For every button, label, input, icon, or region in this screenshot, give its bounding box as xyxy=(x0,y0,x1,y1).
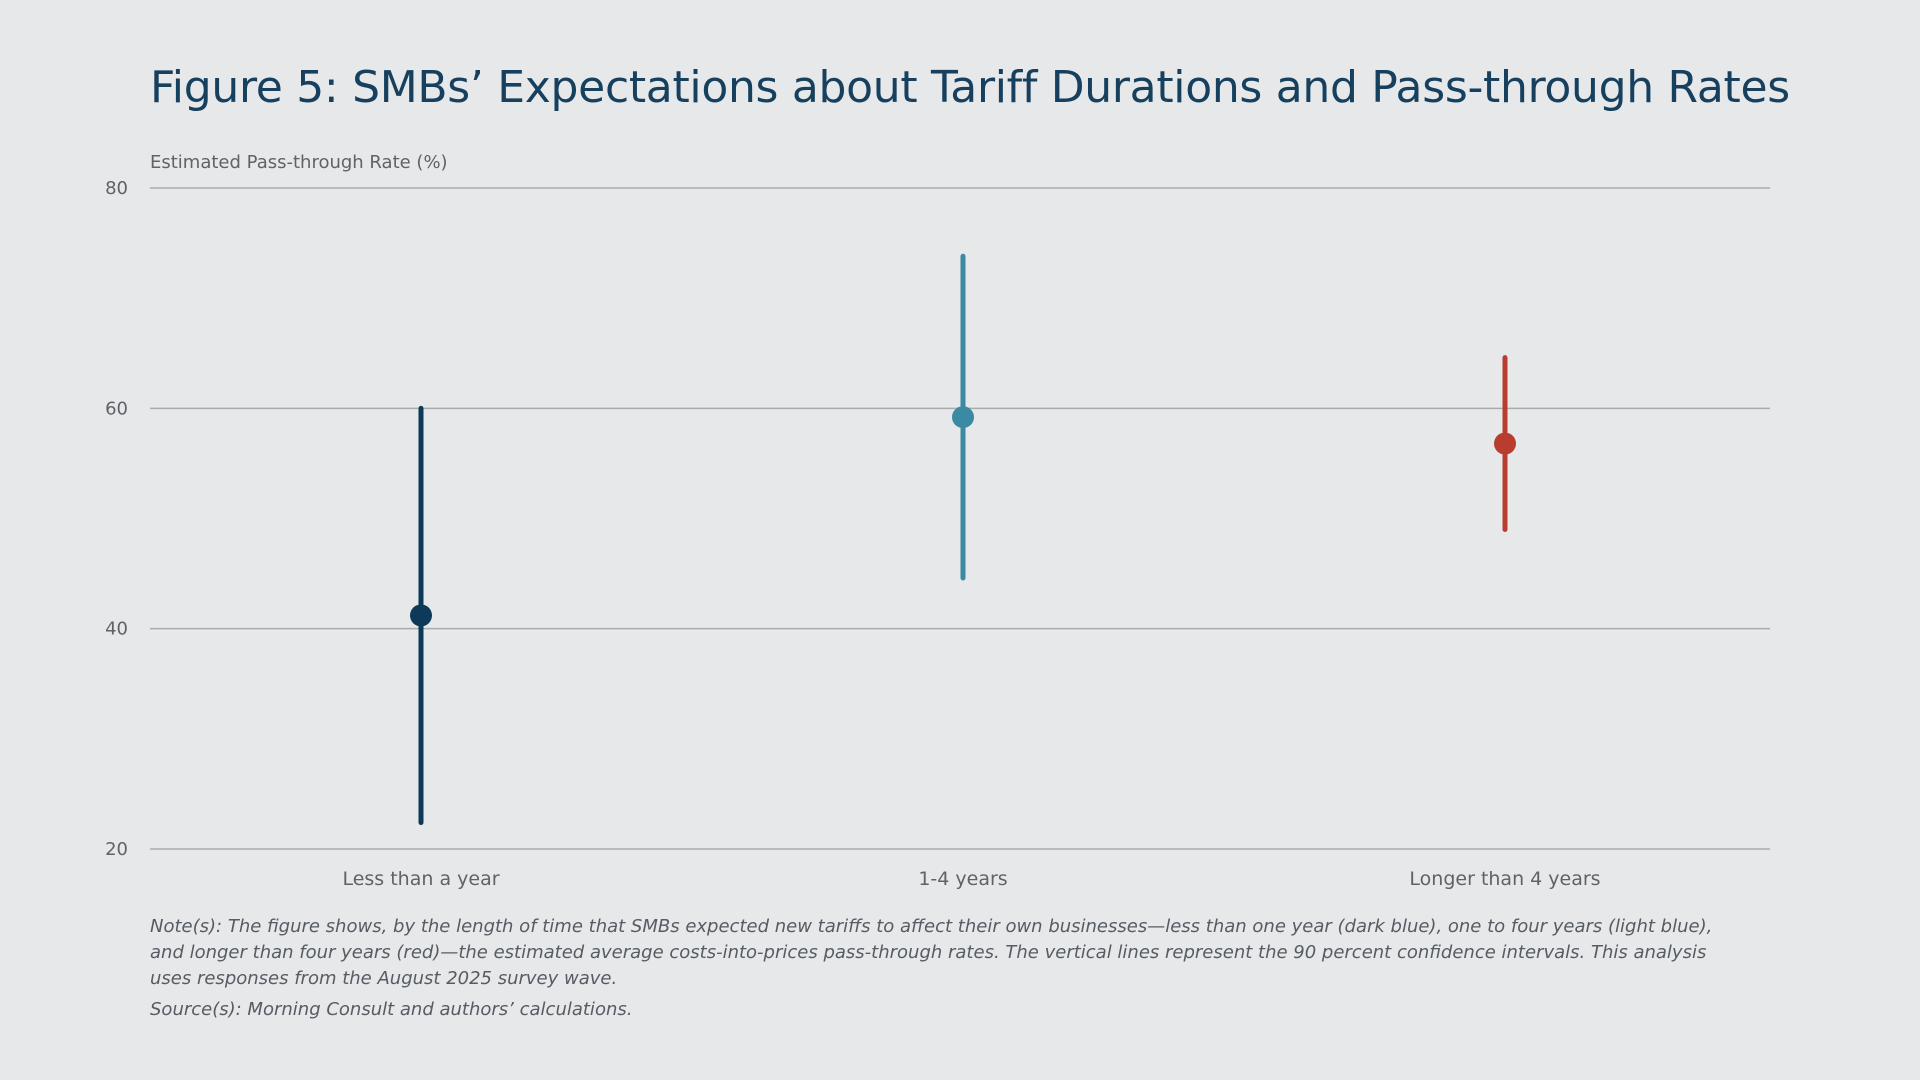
y-tick-label-60: 60 xyxy=(105,398,128,419)
x-tick-labels: Less than a year 1-4 years Longer than 4 y… xyxy=(342,868,1600,890)
point-estimate-3 xyxy=(1494,432,1516,455)
point-estimate-1 xyxy=(410,604,432,627)
y-tick-labels: 20 40 60 80 xyxy=(105,178,128,860)
x-tick-label-3: Longer than 4 years xyxy=(1409,868,1600,890)
y-tick-label-80: 80 xyxy=(105,178,128,199)
errorbar-chart: Estimated Pass-through Rate (%) 20 40 60 80… xyxy=(105,152,1770,890)
chart-source: Source(s): Morning Consult and authors’ … xyxy=(150,999,633,1020)
data-marks xyxy=(410,253,1516,826)
y-tick-label-40: 40 xyxy=(105,619,128,640)
y-tick-label-20: 20 xyxy=(105,839,128,860)
x-tick-label-2: 1-4 years xyxy=(918,868,1007,890)
chart-note: Note(s): The figure shows, by the length… xyxy=(150,916,1713,989)
point-estimate-2 xyxy=(952,406,974,429)
gridlines xyxy=(150,187,1770,850)
x-tick-label-1: Less than a year xyxy=(342,868,499,890)
y-axis-label: Estimated Pass-through Rate (%) xyxy=(150,152,448,173)
chart-title: Figure 5: SMBs’ Expectations about Tarif… xyxy=(150,62,1790,113)
